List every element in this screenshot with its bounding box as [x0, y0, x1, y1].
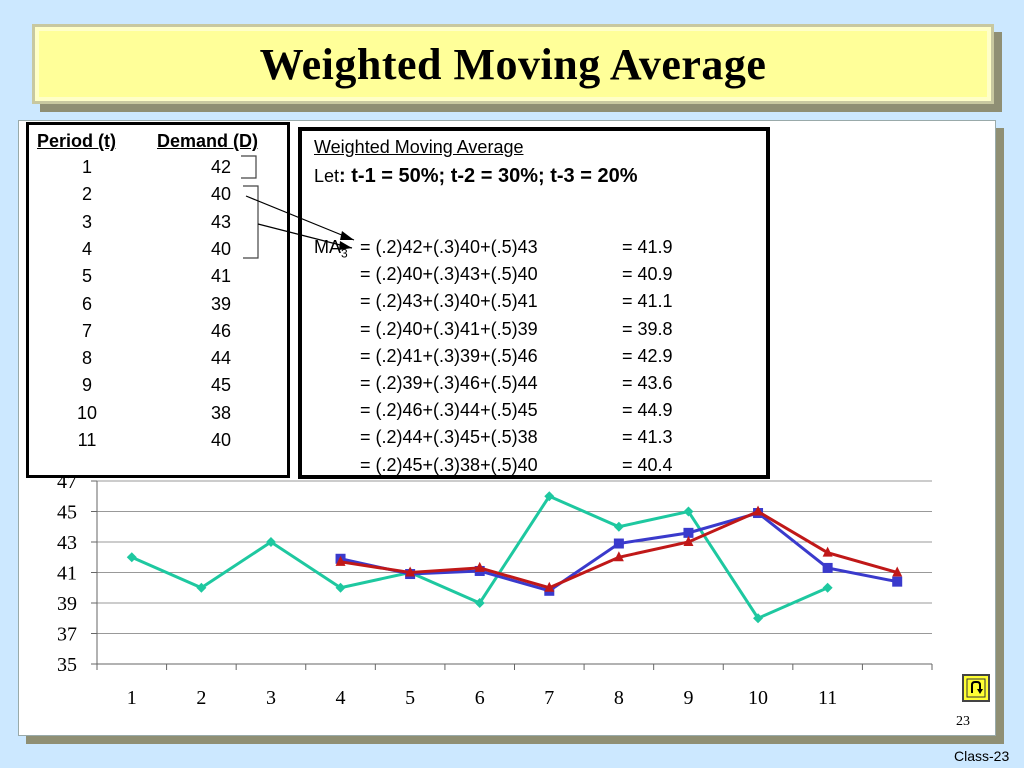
data-point-demand [613, 521, 624, 532]
period-cell: 1 [81, 157, 92, 177]
period-cell: 4 [81, 238, 92, 259]
data-point-demand [474, 598, 485, 608]
let-prefix: Let [314, 166, 340, 186]
ma-subscript: 3 [341, 246, 348, 261]
data-point-other [753, 505, 764, 516]
ma-text: MA [314, 237, 341, 257]
demand-table: Period (t) Demand (D) 1 42 2 40 3 43 4 40 5 41 6 39… [26, 122, 290, 478]
formula-result: = 43.6 [622, 373, 673, 393]
data-point-demand [126, 552, 137, 563]
period-cell: 3 [81, 211, 92, 232]
data-point-demand [544, 491, 555, 502]
data-point-other [892, 566, 903, 577]
formula-expression: = (.2)41+(.3)39+(.5)46 [360, 345, 538, 366]
formula-expression: = (.2)40+(.3)43+(.5)40 [360, 264, 538, 285]
x-tick-label: 10 [748, 687, 768, 709]
demand-cell: 46 [210, 320, 232, 341]
y-tick-label: 45 [57, 502, 77, 524]
formula-result: = 41.3 [622, 427, 673, 448]
formula-expression: = (.2)43+(.3)40+(.5)41 [360, 291, 538, 312]
demand-cell: 39 [210, 293, 232, 314]
period-cell: 2 [81, 184, 92, 205]
x-tick-label: 6 [475, 687, 485, 709]
data-point-other [335, 555, 346, 566]
x-tick-label: 11 [818, 687, 837, 709]
demand-cell: 43 [210, 211, 232, 232]
formula-expression: = (.2)44+(.3)45+(.5)38 [360, 427, 538, 448]
formula-result: = 42.9 [622, 345, 673, 366]
formula-result: = 41.9 [622, 237, 673, 257]
formula-box: Weighted Moving Average Let: t-1 = 50%; … [298, 127, 770, 479]
x-tick-label: 1 [127, 687, 137, 709]
home-button[interactable] [962, 674, 990, 702]
formula-result: = 40.4 [622, 454, 673, 475]
x-tick-label: 2 [196, 687, 206, 709]
y-tick-label: 37 [57, 624, 77, 646]
demand-cell: 41 [210, 266, 232, 287]
return-arrow-icon [966, 678, 986, 698]
period-cell: 6 [81, 293, 92, 314]
formula-expression: = (.2)45+(.3)38+(.5)40 [360, 454, 538, 475]
data-point-demand [265, 537, 276, 547]
demand-cell: 44 [210, 348, 232, 369]
formula-expression: = (.2)39+(.3)46+(.5)44 [360, 373, 538, 393]
table-header-demand: Demand (D) [157, 131, 259, 151]
period-cell: 7 [81, 320, 92, 341]
ma-label: MA3 [314, 237, 348, 261]
table-header-period: Period (t) [37, 131, 116, 151]
x-tick-label: 5 [405, 687, 415, 709]
slide-title: Weighted Moving Average [259, 39, 767, 89]
demand-cell: 40 [210, 238, 232, 259]
data-point-other [474, 561, 485, 572]
x-tick-label: 4 [336, 687, 346, 709]
data-point-demand [753, 613, 764, 624]
data-point-other [405, 566, 416, 577]
data-point-other [822, 546, 833, 557]
demand-cell: 40 [210, 430, 232, 450]
data-point-demand [196, 582, 207, 593]
formula-result: = 44.9 [622, 400, 673, 421]
formula-result: = 39.8 [622, 318, 673, 339]
formula-title: Weighted Moving Average [314, 137, 524, 157]
weights-line: Let: t-1 = 50%; t-2 = 30%; t-3 = 20% [314, 165, 637, 188]
y-tick-label: 35 [57, 654, 77, 676]
weights-text: : t-1 = 50%; t-2 = 30%; t-3 = 20% [339, 165, 638, 187]
data-point-other [544, 581, 555, 592]
demand-cell: 40 [210, 184, 232, 205]
formula-result: = 40.9 [622, 264, 673, 285]
period-cell: 8 [81, 348, 92, 369]
y-tick-label: 39 [57, 593, 77, 615]
x-tick-label: 8 [614, 687, 624, 709]
x-tick-label: 9 [683, 687, 693, 709]
data-point-wma [613, 538, 624, 549]
demand-cell: 38 [210, 402, 232, 423]
data-point-other [613, 551, 624, 562]
footer-label: Class-23 [954, 748, 1010, 764]
period-cell: 10 [76, 402, 98, 423]
demand-cell: 45 [210, 375, 232, 396]
data-point-demand [822, 582, 833, 593]
formula-expression: = (.2)46+(.3)44+(.5)45 [360, 400, 538, 421]
formula-expression: = (.2)42+(.3)40+(.5)43 [360, 237, 538, 257]
y-tick-label: 43 [57, 532, 77, 554]
demand-cell: 42 [210, 157, 232, 177]
data-point-other [683, 536, 694, 546]
title-banner: Weighted Moving Average [32, 24, 994, 104]
page-number: 23 [956, 714, 970, 729]
y-tick-label: 41 [57, 563, 77, 585]
formula-expression: = (.2)40+(.3)41+(.5)39 [360, 318, 538, 339]
x-tick-label: 7 [544, 687, 554, 709]
data-point-demand [335, 582, 346, 593]
period-cell: 11 [77, 430, 97, 450]
period-cell: 5 [81, 266, 92, 287]
data-point-wma [683, 527, 694, 538]
data-point-demand [683, 506, 694, 517]
data-point-wma [892, 576, 903, 587]
period-cell: 9 [81, 375, 92, 396]
data-point-wma [822, 562, 833, 573]
formula-result: = 41.1 [622, 291, 673, 312]
x-tick-label: 3 [266, 687, 276, 709]
